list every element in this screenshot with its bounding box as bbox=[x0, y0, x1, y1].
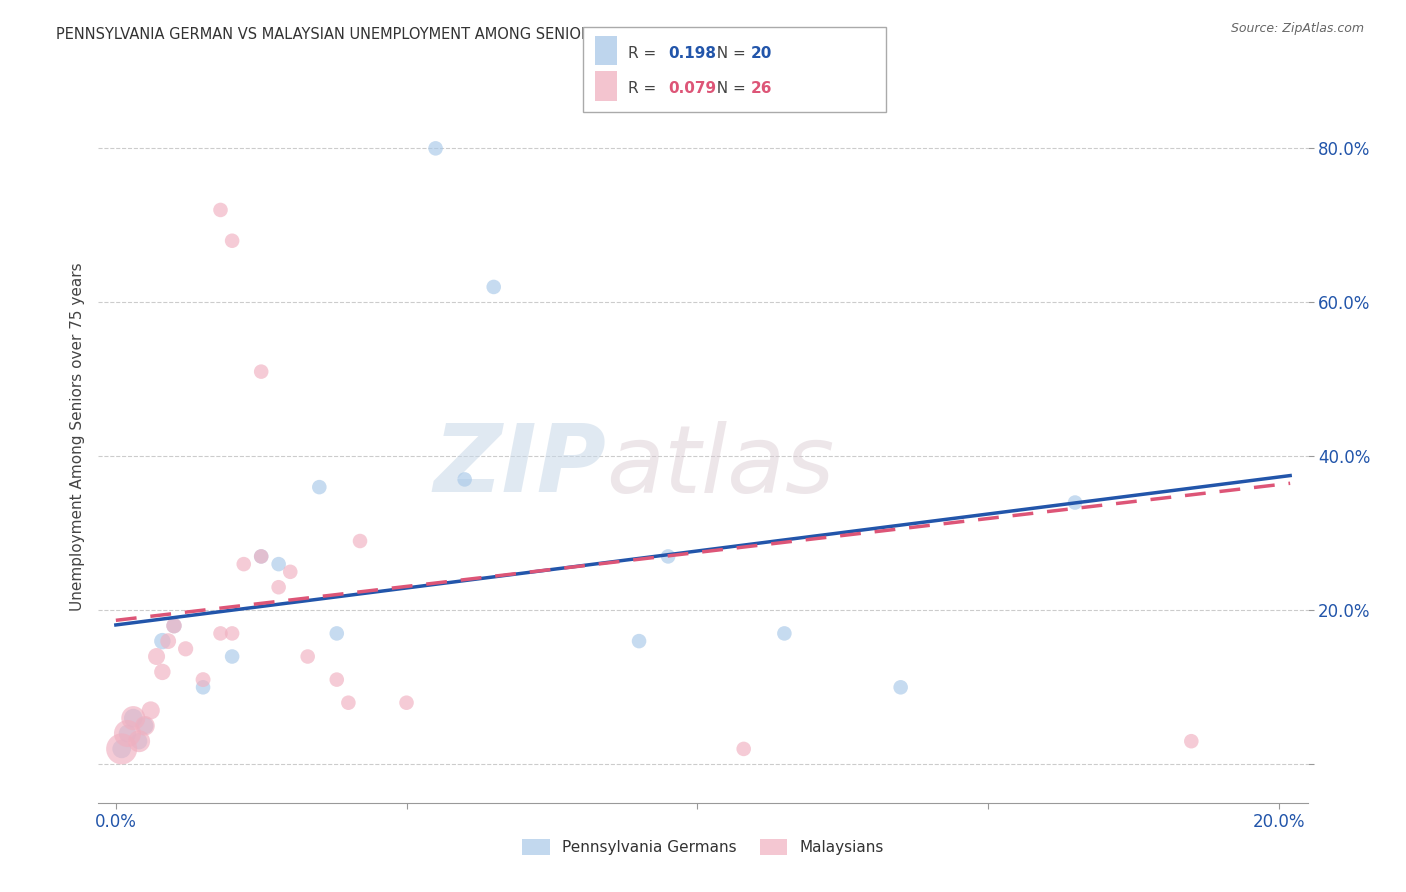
Point bbox=[209, 626, 232, 640]
Y-axis label: Unemployment Among Seniors over 75 years: Unemployment Among Seniors over 75 years bbox=[69, 263, 84, 611]
Point bbox=[773, 626, 796, 640]
Point bbox=[1064, 495, 1087, 509]
Point bbox=[174, 641, 197, 656]
Point bbox=[134, 719, 156, 733]
Point bbox=[297, 649, 319, 664]
Point bbox=[250, 549, 273, 564]
Point bbox=[267, 557, 290, 571]
Point bbox=[117, 726, 139, 740]
Point bbox=[482, 280, 505, 294]
Point bbox=[134, 719, 156, 733]
Legend: Pennsylvania Germans, Malaysians: Pennsylvania Germans, Malaysians bbox=[516, 833, 890, 861]
Point bbox=[191, 673, 214, 687]
Point bbox=[128, 734, 150, 748]
Point bbox=[122, 711, 145, 725]
Point bbox=[221, 234, 243, 248]
Point bbox=[139, 703, 162, 717]
Point bbox=[337, 696, 360, 710]
Text: ZIP: ZIP bbox=[433, 420, 606, 512]
Point bbox=[349, 534, 371, 549]
Point bbox=[163, 618, 186, 632]
Text: N =: N = bbox=[707, 45, 751, 61]
Point bbox=[150, 634, 173, 648]
Point bbox=[395, 696, 418, 710]
Point bbox=[657, 549, 679, 564]
Point bbox=[278, 565, 301, 579]
Point bbox=[117, 726, 139, 740]
Point bbox=[326, 673, 349, 687]
Text: 0.079: 0.079 bbox=[668, 81, 716, 96]
Text: 26: 26 bbox=[751, 81, 772, 96]
Point bbox=[150, 665, 173, 679]
Point bbox=[145, 649, 167, 664]
Point bbox=[326, 626, 349, 640]
Point bbox=[250, 549, 273, 564]
Point bbox=[232, 557, 254, 571]
Point bbox=[425, 141, 447, 155]
Point bbox=[221, 649, 243, 664]
Point bbox=[191, 681, 214, 695]
Point bbox=[308, 480, 330, 494]
Point bbox=[733, 742, 755, 756]
Text: 0.198: 0.198 bbox=[668, 45, 716, 61]
Text: R =: R = bbox=[628, 81, 662, 96]
Text: Source: ZipAtlas.com: Source: ZipAtlas.com bbox=[1230, 22, 1364, 36]
Point bbox=[111, 742, 134, 756]
Point bbox=[122, 711, 145, 725]
Point bbox=[890, 681, 912, 695]
Text: R =: R = bbox=[628, 45, 662, 61]
Point bbox=[111, 742, 134, 756]
Text: N =: N = bbox=[707, 81, 751, 96]
Text: atlas: atlas bbox=[606, 421, 835, 512]
Point bbox=[221, 626, 243, 640]
Point bbox=[157, 634, 180, 648]
Point bbox=[628, 634, 651, 648]
Point bbox=[128, 734, 150, 748]
Point bbox=[163, 618, 186, 632]
Text: PENNSYLVANIA GERMAN VS MALAYSIAN UNEMPLOYMENT AMONG SENIORS OVER 75 YEARS CORREL: PENNSYLVANIA GERMAN VS MALAYSIAN UNEMPLO… bbox=[56, 27, 884, 42]
Point bbox=[453, 472, 475, 486]
Point bbox=[209, 202, 232, 217]
Point bbox=[1180, 734, 1202, 748]
Point bbox=[267, 580, 290, 594]
Point bbox=[250, 365, 273, 379]
Text: 20: 20 bbox=[751, 45, 772, 61]
